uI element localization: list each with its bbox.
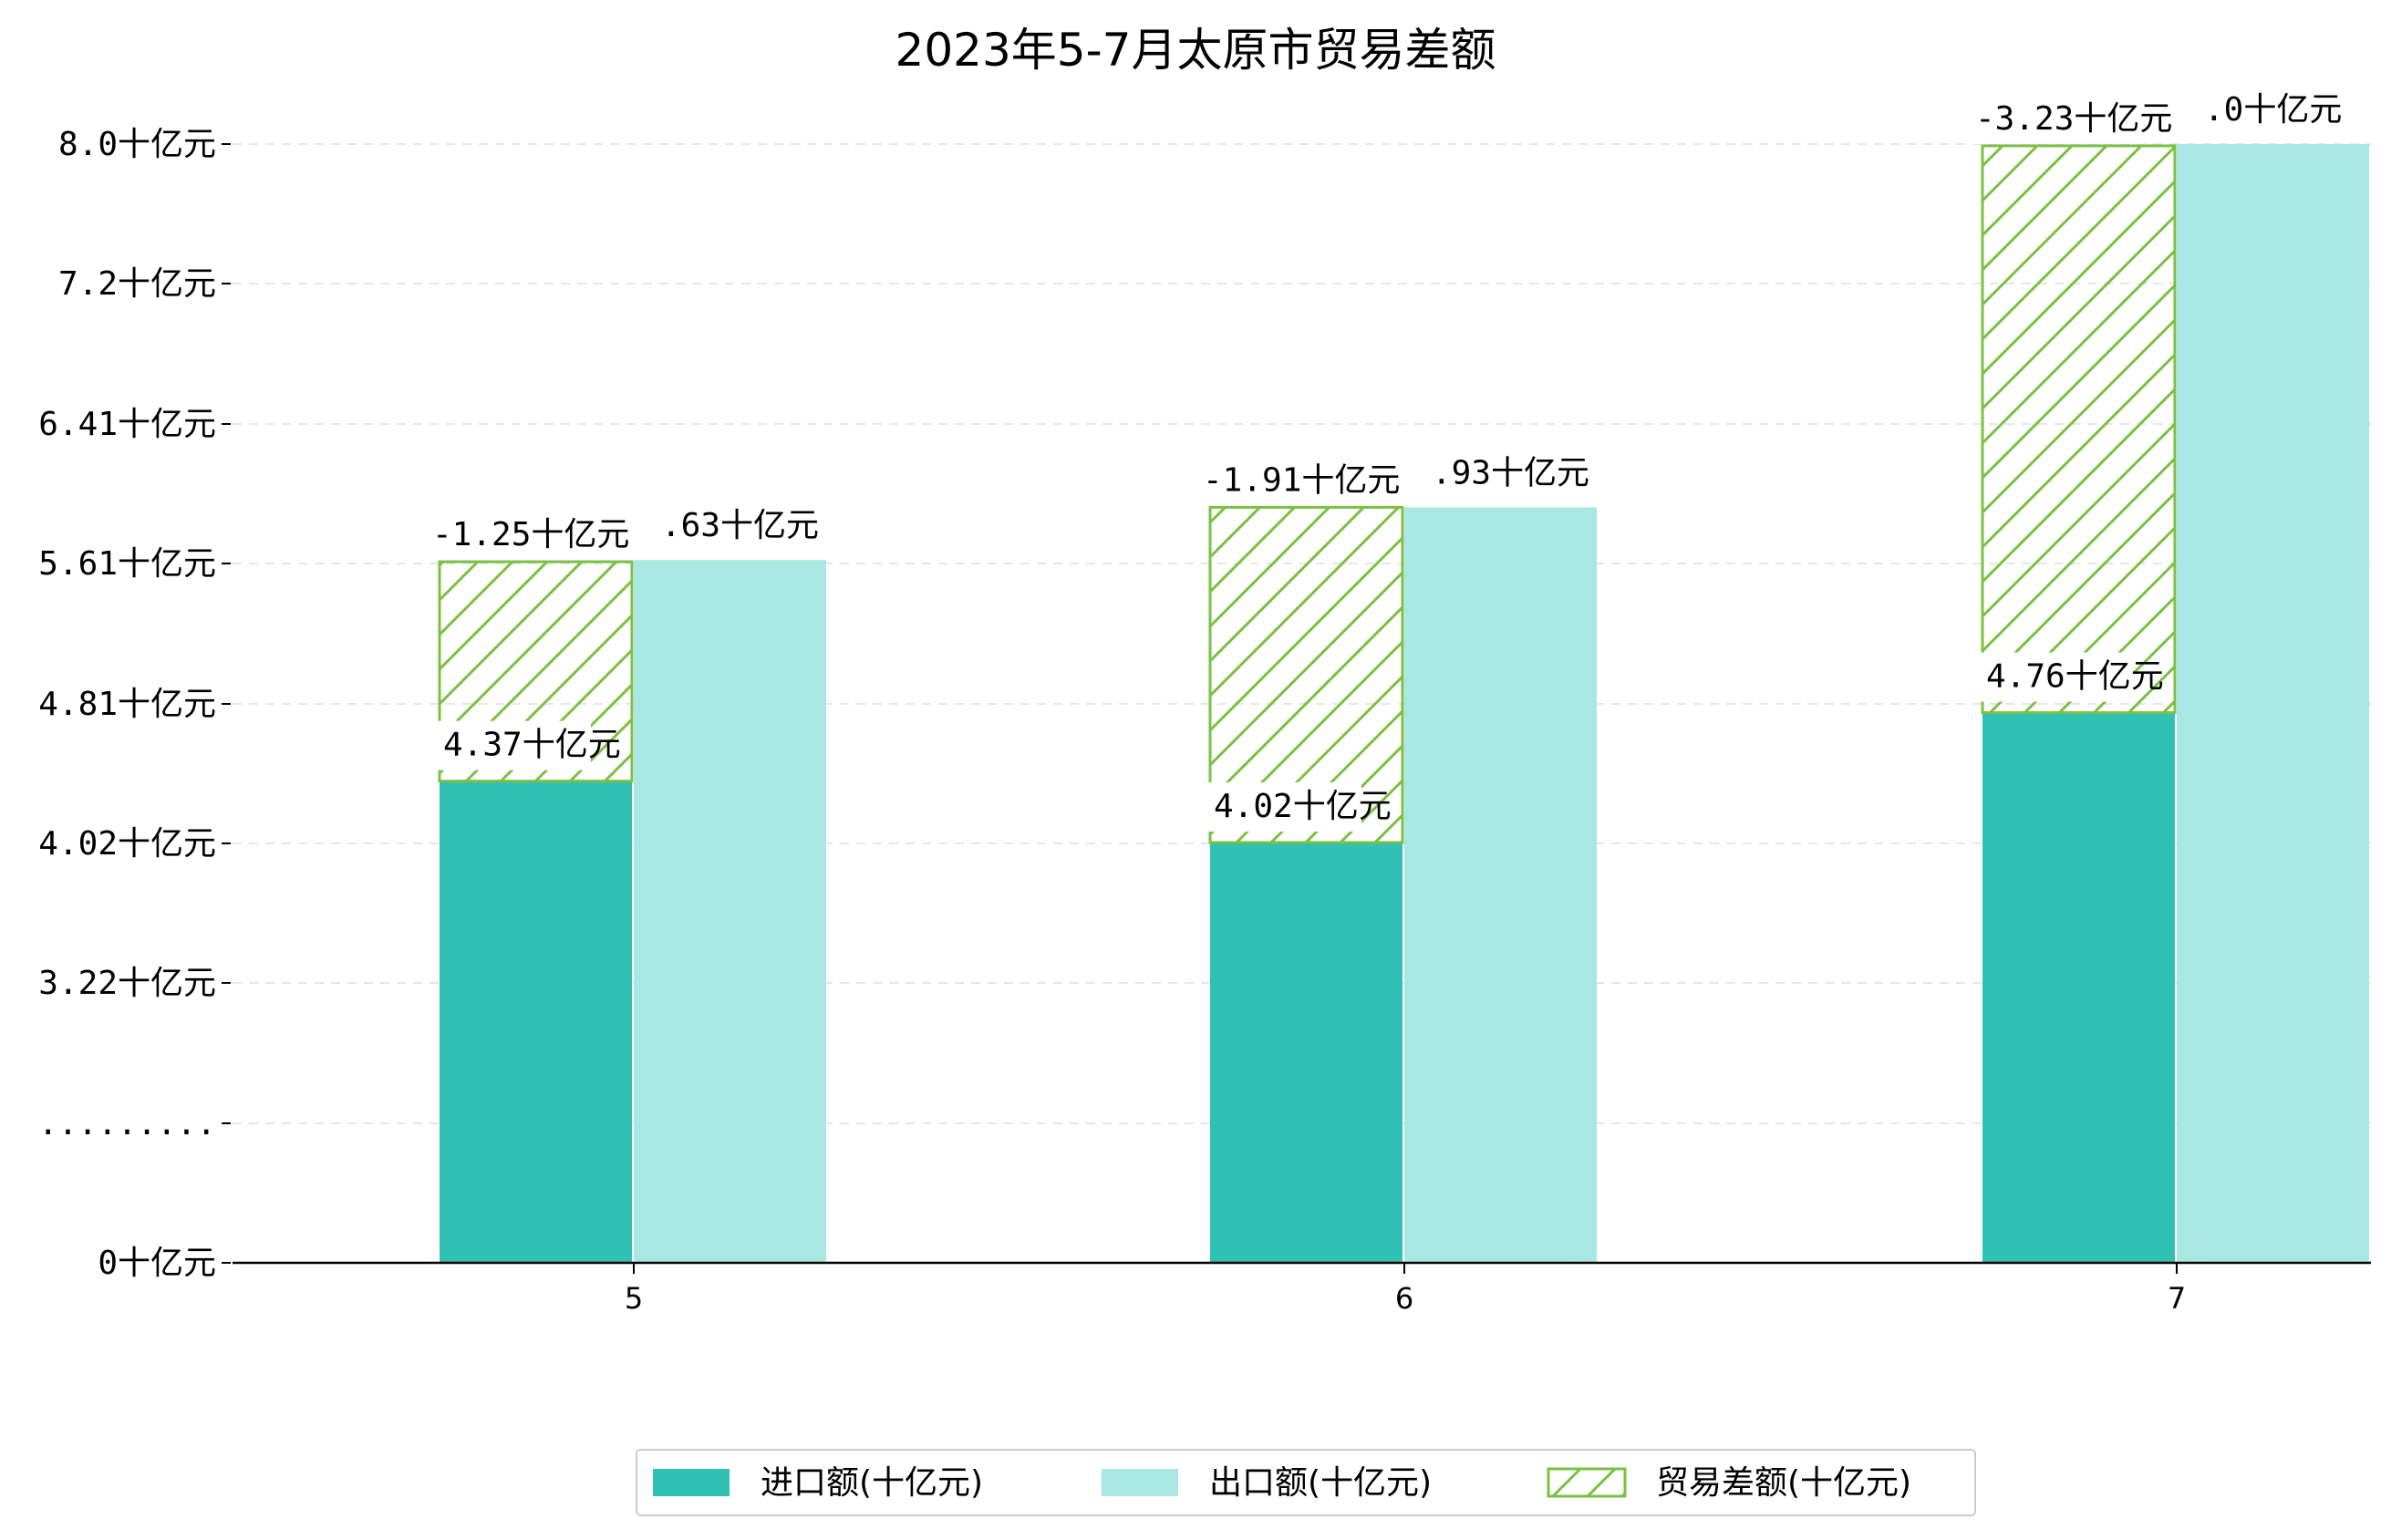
svg-text:4.37十亿元: 4.37十亿元 <box>443 727 621 764</box>
y-tick-label: 3.22十亿元 <box>38 965 216 1002</box>
bar-trade-balance <box>1981 144 2177 715</box>
bar-export <box>634 560 826 1263</box>
svg-text:-1.91十亿元: -1.91十亿元 <box>1203 461 1400 499</box>
y-tick-label: 4.02十亿元 <box>38 825 216 863</box>
legend-label: 进口额(十亿元) <box>761 1464 983 1502</box>
import-label: 4.37十亿元 <box>436 720 621 770</box>
svg-text:.93十亿元: .93十亿元 <box>1432 454 1589 491</box>
y-tick-label: 7.2十亿元 <box>58 265 216 303</box>
import-label: 4.76十亿元 <box>1979 652 2164 702</box>
legend-item: 进口额(十亿元) <box>653 1464 983 1502</box>
svg-text:-1.25十亿元: -1.25十亿元 <box>432 516 629 553</box>
legend-item: 贸易差额(十亿元) <box>1547 1464 1911 1502</box>
export-label: .0十亿元 <box>2197 86 2342 135</box>
svg-text:4.02十亿元: 4.02十亿元 <box>1214 788 1392 825</box>
y-tick-label: ......... <box>38 1105 216 1142</box>
legend-box <box>636 1449 1976 1516</box>
bar-import <box>440 780 632 1263</box>
data-labels: -1.25十亿元 .63十亿元 4.37十亿元 -1.91十亿元 .93十亿元 4.02十… <box>425 86 2342 832</box>
bars <box>438 144 2369 1263</box>
trade-balance-label: -1.25十亿元 <box>425 511 629 561</box>
bar-export <box>1404 507 1597 1263</box>
svg-text:-3.23十亿元: -3.23十亿元 <box>1975 100 2172 138</box>
x-tick-label: 5 <box>625 1281 643 1316</box>
y-tick-label: 5.61十亿元 <box>38 545 216 583</box>
y-tick-label: 8.0十亿元 <box>58 126 216 163</box>
axes: 0十亿元......... 3.22十亿元 4.02十亿元 4.81十亿元 5.61十亿… <box>38 126 2371 1316</box>
y-tick-label: 4.81十亿元 <box>38 686 216 723</box>
y-tick-label: 6.41十亿元 <box>38 406 216 443</box>
svg-text:4.76十亿元: 4.76十亿元 <box>1986 658 2164 696</box>
x-tick-label: 6 <box>1395 1281 1413 1316</box>
trade-balance-label: -3.23十亿元 <box>1968 94 2172 144</box>
export-label: .93十亿元 <box>1424 449 1589 499</box>
legend-item: 出口额(十亿元) <box>1102 1464 1432 1502</box>
legend-label: 贸易差额(十亿元) <box>1656 1464 1911 1502</box>
bar-export <box>2177 144 2369 1263</box>
legend-label: 出口额(十亿元) <box>1209 1464 1432 1502</box>
x-tick-label: 7 <box>2168 1281 2186 1316</box>
import-label: 4.02十亿元 <box>1206 782 1392 832</box>
svg-text:.0十亿元: .0十亿元 <box>2204 91 2342 129</box>
export-label: .63十亿元 <box>654 501 819 552</box>
svg-text:.63十亿元: .63十亿元 <box>661 507 819 544</box>
legend: 进口额(十亿元) 出口额(十亿元) 贸易差额(十亿元) <box>636 1449 1976 1516</box>
legend-swatch <box>653 1469 730 1496</box>
chart-title: 2023年5-7月太原市贸易差额 <box>895 24 1496 77</box>
bar-import <box>1210 842 1403 1263</box>
trade-balance-label: -1.91十亿元 <box>1196 456 1400 506</box>
y-tick-label: 0十亿元 <box>98 1245 216 1282</box>
bar-import <box>1982 712 2175 1263</box>
legend-swatch <box>1547 1467 1627 1498</box>
legend-swatch <box>1102 1469 1178 1496</box>
